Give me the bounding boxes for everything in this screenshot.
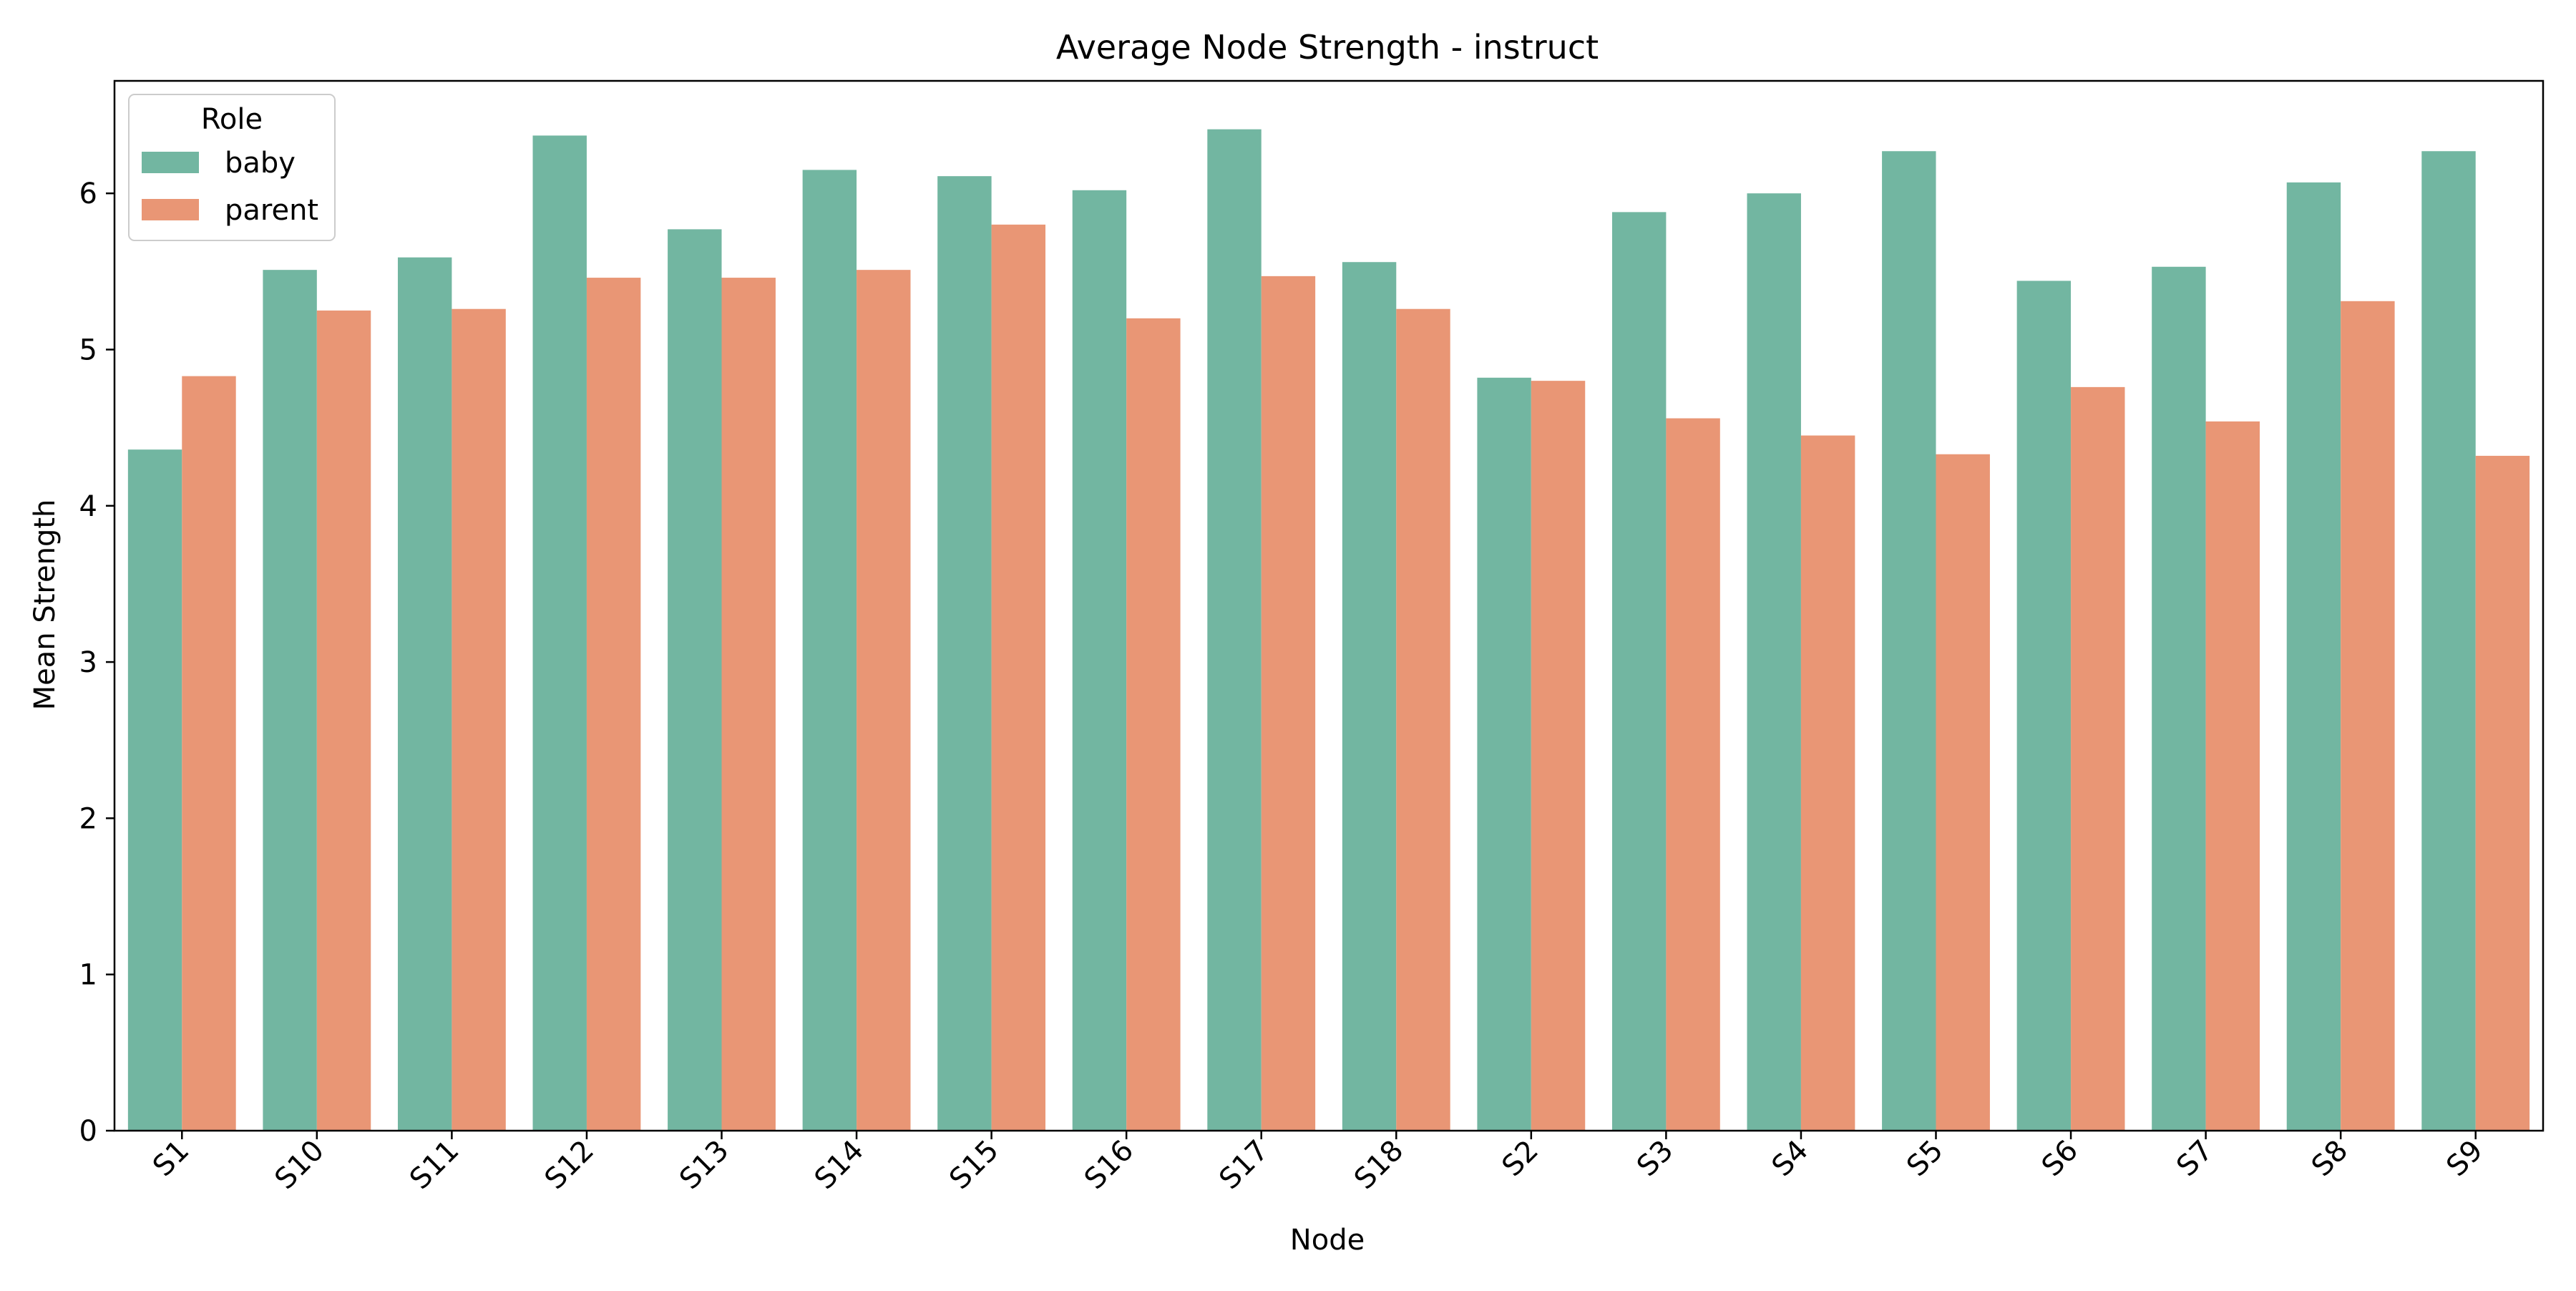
legend-swatch-parent (142, 199, 199, 220)
y-tick-label-0: 0 (79, 1115, 97, 1148)
bar-baby-S7 (2152, 266, 2206, 1131)
bar-parent-S12 (586, 278, 641, 1131)
legend-swatch-baby (142, 152, 199, 173)
bar-parent-S14 (857, 270, 911, 1131)
bar-baby-S13 (668, 229, 722, 1131)
bar-baby-S4 (1747, 193, 1801, 1131)
bar-baby-S2 (1477, 377, 1531, 1131)
bar-baby-S3 (1611, 212, 1667, 1131)
axes-layer (113, 79, 2545, 1132)
bar-parent-S16 (1126, 318, 1181, 1131)
plot-frame (113, 79, 2545, 1132)
bar-parent-S1 (182, 376, 236, 1131)
bar-parent-S10 (316, 310, 371, 1131)
bar-baby-S11 (397, 257, 452, 1131)
bars-layer (127, 129, 2530, 1131)
bar-parent-S2 (1531, 381, 1586, 1131)
bar-baby-S14 (802, 170, 857, 1131)
y-tick-label-5: 5 (79, 333, 97, 366)
legend: Role baby parent (128, 94, 336, 241)
y-tick-label-6: 6 (79, 177, 97, 210)
legend-title: Role (201, 103, 263, 136)
bar-baby-S9 (2421, 151, 2476, 1131)
bar-parent-S4 (1800, 435, 1855, 1131)
legend-label-parent: parent (225, 194, 318, 227)
bar-baby-S15 (937, 176, 992, 1131)
chart-title: Average Node Strength - instruct (1056, 28, 1599, 67)
bar-parent-S13 (721, 278, 776, 1131)
legend-label-baby: baby (225, 147, 296, 180)
bar-baby-S8 (2286, 182, 2341, 1131)
y-tick-label-1: 1 (79, 959, 97, 992)
bar-parent-S15 (991, 224, 1046, 1131)
bar-baby-S1 (127, 449, 182, 1131)
bar-parent-S18 (1396, 308, 1450, 1131)
y-tick-label-4: 4 (79, 490, 97, 523)
bar-parent-S7 (2205, 421, 2260, 1131)
bar-baby-S12 (532, 135, 587, 1131)
bar-parent-S11 (452, 308, 506, 1131)
bar-parent-S17 (1261, 276, 1316, 1131)
bar-baby-S16 (1072, 190, 1127, 1131)
bar-parent-S6 (2071, 386, 2125, 1131)
y-tick-label-3: 3 (79, 646, 97, 679)
bar-baby-S17 (1207, 129, 1262, 1131)
bar-baby-S5 (1882, 151, 1936, 1131)
bar-parent-S5 (1936, 454, 1990, 1131)
y-axis-label: Mean Strength (29, 500, 62, 711)
x-axis-label: Node (1290, 1224, 1365, 1257)
bar-parent-S9 (2475, 455, 2530, 1131)
bar-baby-S10 (263, 270, 317, 1131)
bar-baby-S18 (1342, 262, 1397, 1131)
bar-parent-S8 (2341, 301, 2395, 1131)
y-tick-label-2: 2 (79, 802, 97, 835)
bar-parent-S3 (1666, 418, 1720, 1131)
bar-baby-S6 (2016, 281, 2072, 1131)
